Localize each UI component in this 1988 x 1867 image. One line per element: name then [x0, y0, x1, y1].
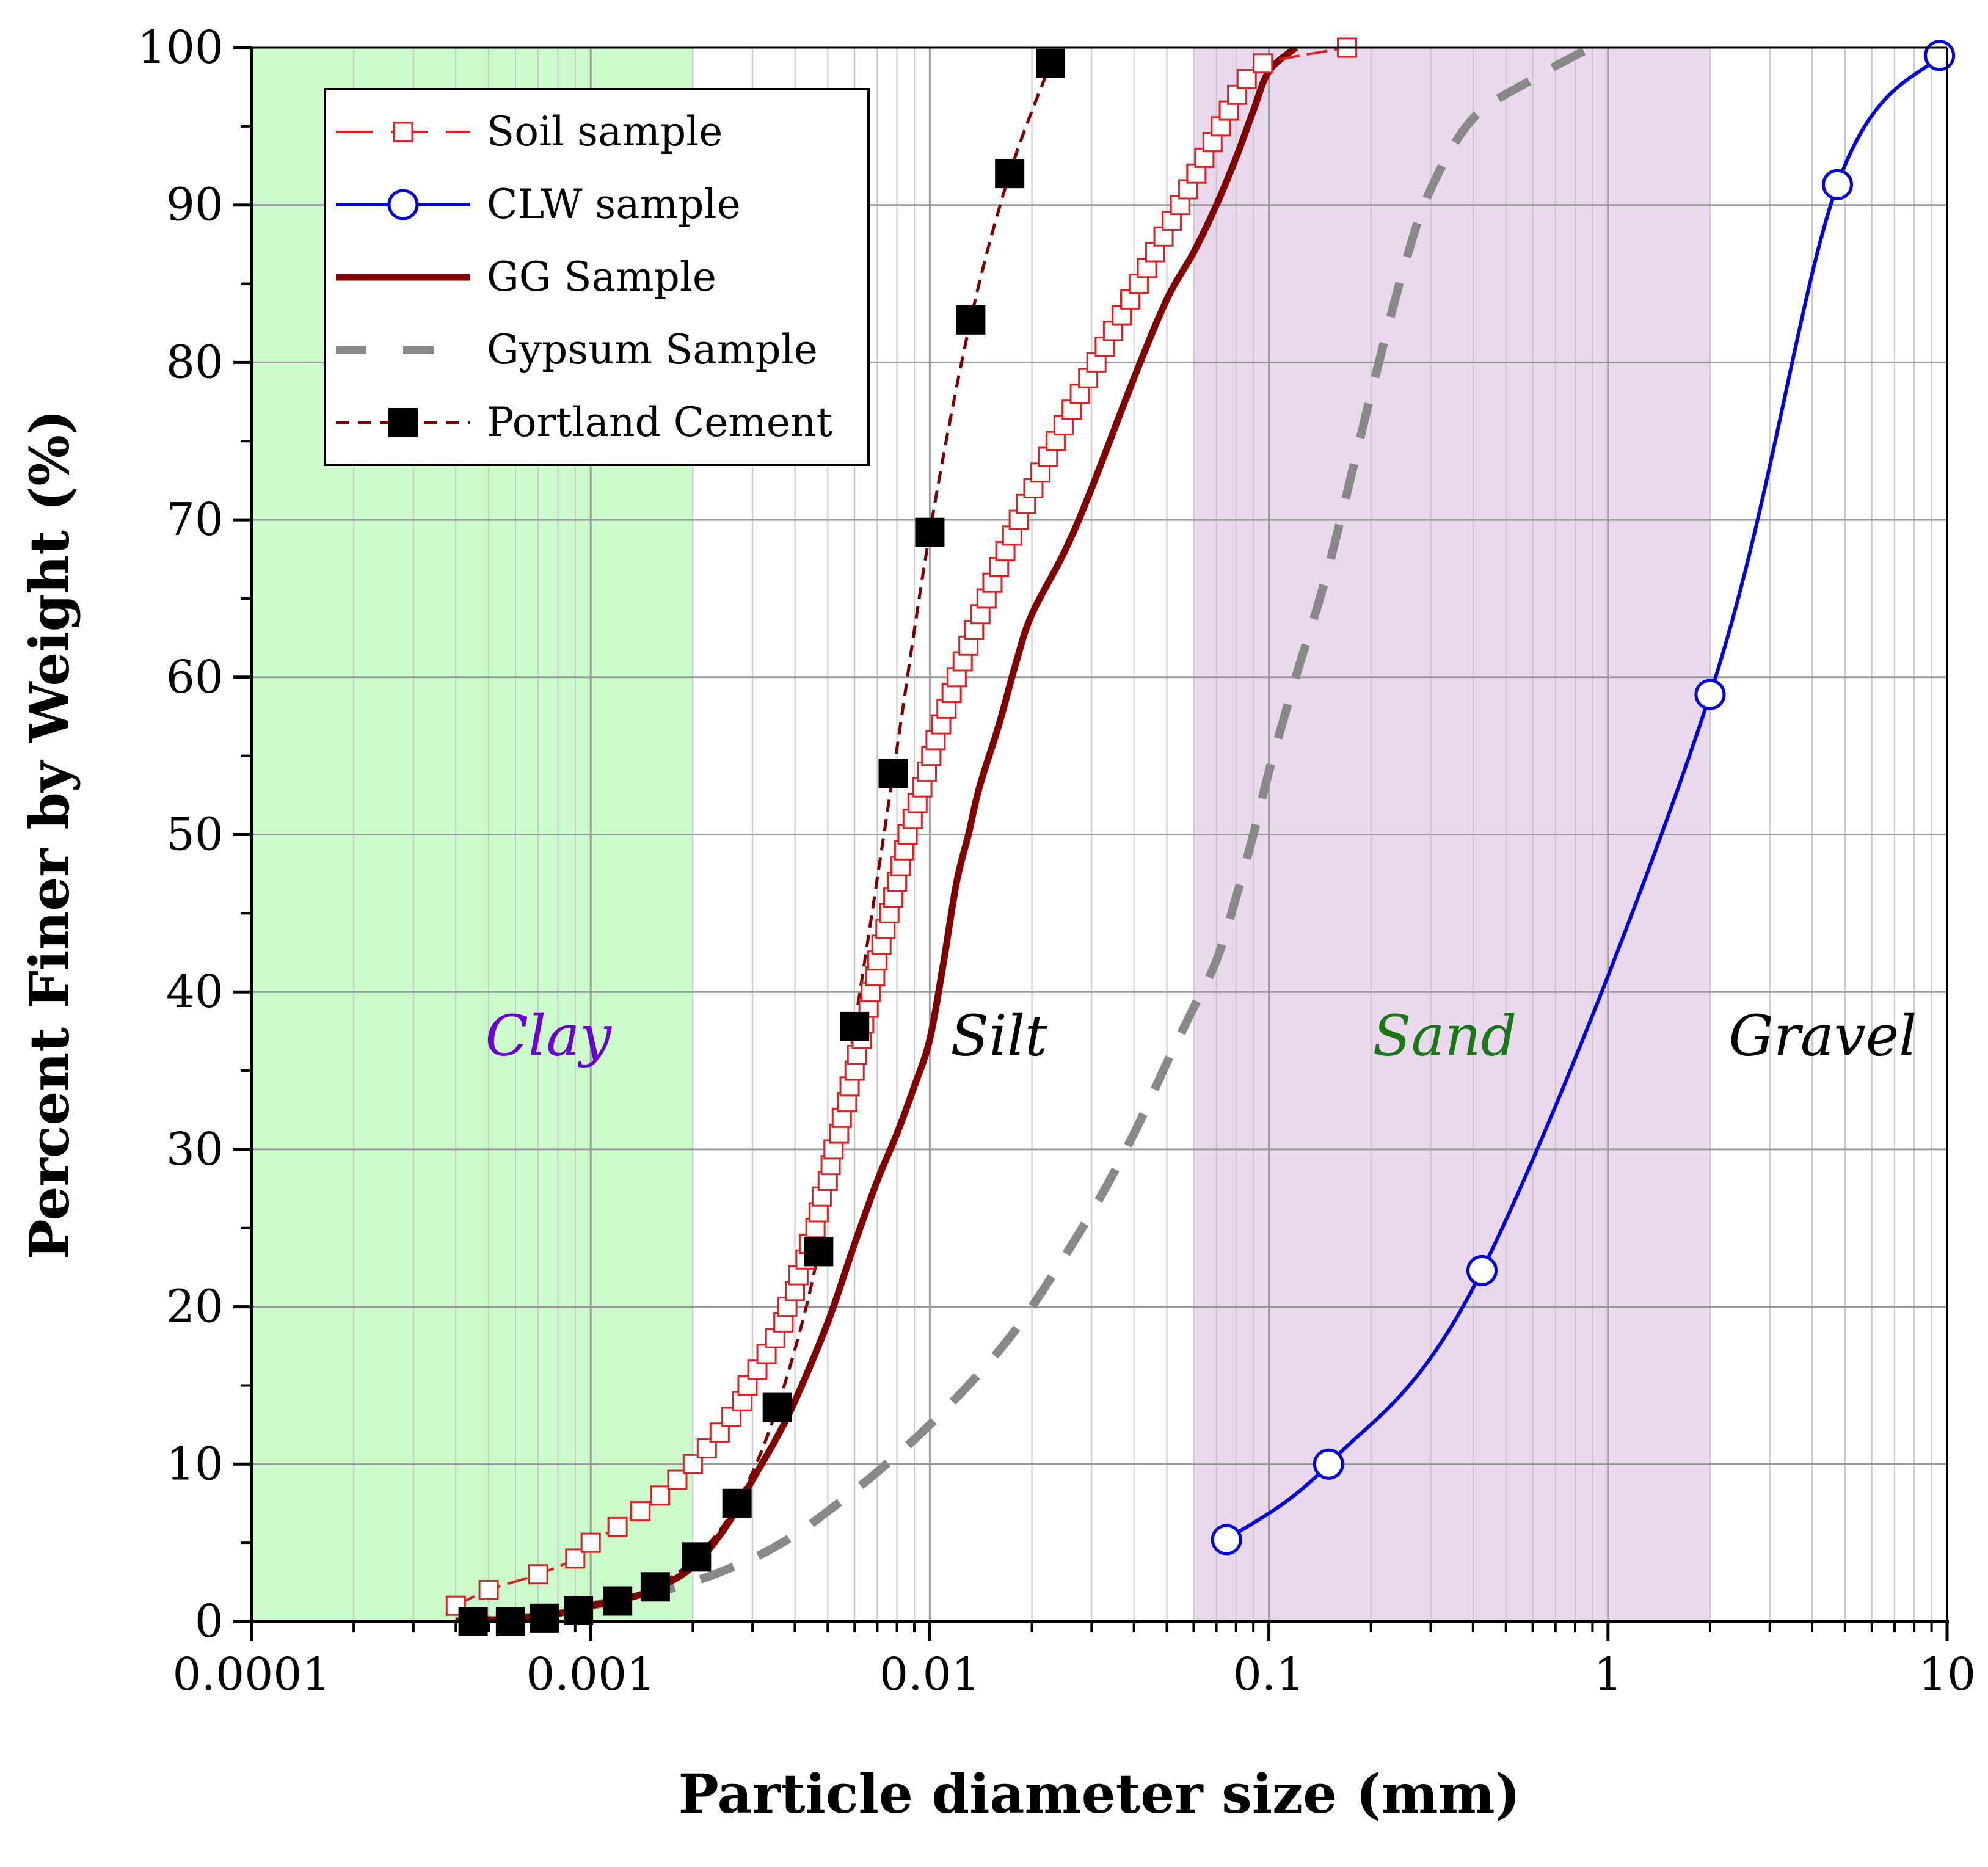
data-point-clw-sample [1466, 1254, 1498, 1286]
axes-group: 0 10 20 30 40 50 60 70 80 90 100 0.0001 0.001 0.01 0.1… [137, 21, 1976, 1701]
x-tick-label: 0.01 [879, 1648, 980, 1701]
legend-swatch-marker [387, 189, 419, 220]
data-point-portland-cement [840, 1011, 870, 1041]
data-point-portland-cement [762, 1392, 792, 1422]
data-point-soil-sample [607, 1516, 628, 1537]
y-tick-label: 100 [137, 21, 224, 74]
data-point-clw-sample [1313, 1448, 1344, 1480]
y-tick-label: 10 [166, 1438, 224, 1490]
data-point-soil-sample [709, 1422, 730, 1443]
data-point-portland-cement [956, 305, 986, 335]
data-point-soil-sample [565, 1548, 586, 1569]
x-tick-label: 0.001 [526, 1648, 655, 1701]
legend-label: Soil sample [487, 108, 723, 155]
region-label-sand: Sand [1372, 1003, 1516, 1068]
data-point-portland-cement [722, 1488, 752, 1518]
x-tick-label: 0.0001 [173, 1648, 331, 1701]
data-point-soil-sample [528, 1564, 548, 1585]
legend-label: CLW sample [487, 181, 741, 228]
data-point-portland-cement [682, 1542, 712, 1572]
region-label-clay: Clay [486, 1003, 613, 1068]
data-point-portland-cement [995, 159, 1025, 189]
x-tick-label: 10 [1918, 1648, 1976, 1701]
legend: Soil sample CLW sample GG Sample Gypsum Sam… [324, 88, 870, 466]
y-tick-label: 20 [166, 1281, 224, 1333]
legend-swatch-marker [393, 122, 413, 142]
y-tick-label: 80 [166, 336, 224, 388]
y-tick-label: 40 [166, 966, 224, 1018]
data-point-soil-sample [478, 1579, 499, 1600]
region-label-silt: Silt [950, 1003, 1048, 1068]
data-point-soil-sample [1236, 69, 1257, 90]
y-tick-label: 60 [166, 651, 224, 704]
y-tick-label: 70 [166, 493, 224, 546]
legend-label: GG Sample [487, 253, 716, 300]
legend-label: Portland Cement [487, 399, 832, 446]
data-point-clw-sample [1822, 169, 1854, 200]
data-point-portland-cement [603, 1586, 633, 1616]
data-point-soil-sample [696, 1438, 717, 1459]
y-axis-title: Percent Finer by Weight (%) [18, 410, 81, 1260]
legend-box [324, 88, 870, 466]
region-label-gravel: Gravel [1728, 1003, 1917, 1068]
x-tick-label: 0.1 [1233, 1648, 1305, 1701]
data-point-portland-cement [915, 517, 945, 547]
data-point-soil-sample [682, 1454, 703, 1474]
data-point-portland-cement [530, 1603, 559, 1633]
y-tick-label: 30 [166, 1123, 224, 1176]
data-point-soil-sample [721, 1407, 742, 1427]
data-point-clw-sample [1694, 679, 1726, 710]
data-point-soil-sample [630, 1501, 650, 1522]
y-tick-label: 90 [166, 179, 224, 231]
data-point-portland-cement [804, 1237, 834, 1267]
x-tick-label: 1 [1593, 1648, 1622, 1701]
data-point-clw-sample [1211, 1524, 1242, 1556]
legend-label: Gypsum Sample [487, 326, 818, 373]
y-tick-label: 50 [166, 809, 224, 861]
data-point-soil-sample [650, 1485, 671, 1506]
data-point-portland-cement [878, 758, 908, 788]
data-point-portland-cement [1036, 48, 1066, 78]
data-point-soil-sample [580, 1532, 601, 1553]
data-point-portland-cement [640, 1572, 670, 1602]
legend-swatch-marker [388, 408, 418, 437]
series-line-gypsum-sample [455, 48, 1595, 1621]
markers-group [445, 37, 1956, 1636]
data-point-clw-sample [1924, 40, 1956, 71]
y-tick-label: 0 [195, 1595, 224, 1648]
x-axis-title: Particle diameter size (mm) [679, 1762, 1521, 1825]
data-point-soil-sample [1253, 53, 1273, 74]
region-labels-group: Clay Silt Sand Gravel [486, 1003, 1917, 1068]
